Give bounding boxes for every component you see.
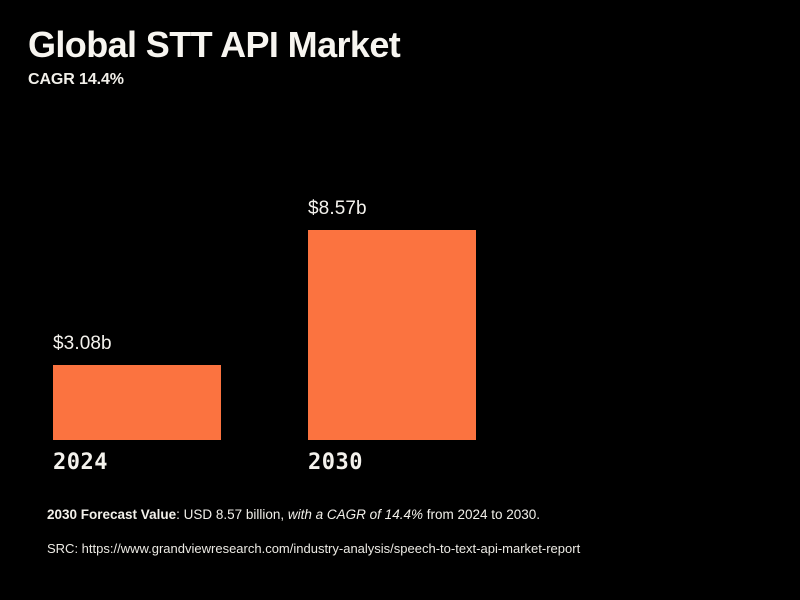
bar-category-label-2030: 2030 (308, 450, 363, 475)
bar-category-label-2024: 2024 (53, 450, 108, 475)
chart-footer: 2030 Forecast Value: USD 8.57 billion, w… (47, 505, 767, 559)
chart-header: Global STT API Market CAGR 14.4% (28, 24, 728, 89)
forecast-footnote-tail: from 2024 to 2030. (422, 507, 541, 522)
bar-2024: $3.08b 2024 (53, 333, 221, 475)
forecast-footnote-label: 2030 Forecast Value (47, 507, 177, 522)
source-line: SRC: https://www.grandviewresearch.com/i… (47, 541, 581, 557)
bar-value-label-2024: $3.08b (53, 333, 112, 354)
forecast-footnote: 2030 Forecast Value: USD 8.57 billion, w… (47, 505, 767, 525)
chart-subtitle: CAGR 14.4% (28, 70, 124, 88)
bar-2030: $8.57b 2030 (308, 198, 476, 475)
page-title: Global STT API Market (28, 24, 401, 65)
forecast-footnote-emphasis: with a CAGR of 14.4% (287, 507, 423, 522)
forecast-footnote-mid: : USD 8.57 billion, (176, 507, 288, 522)
bar-value-label-2030: $8.57b (308, 198, 367, 219)
